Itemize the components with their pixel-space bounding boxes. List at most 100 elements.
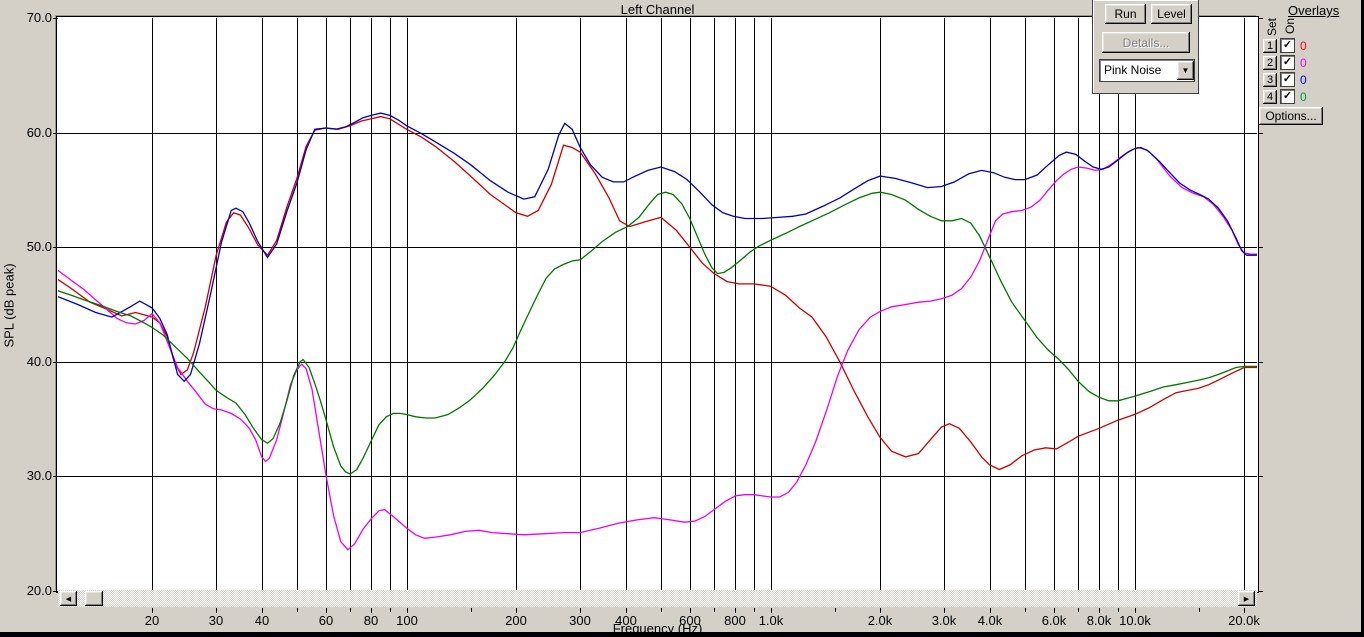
- window-right-border: [1361, 0, 1364, 637]
- x-tick-label: 300: [569, 613, 591, 628]
- curve-set-3: [58, 112, 1257, 383]
- scroll-left-button[interactable]: ◀: [60, 591, 77, 606]
- page-title: Left Channel: [620, 2, 695, 17]
- x-tick-mark: [1199, 608, 1200, 612]
- x-tick-label: 600: [679, 613, 701, 628]
- x-tick-mark: [390, 608, 391, 612]
- y-tick-label: 20.0: [26, 583, 52, 598]
- scroll-left-icon: ◀: [65, 595, 72, 603]
- overlay-set-4-button[interactable]: 4: [1263, 90, 1277, 104]
- x-tick-mark: [690, 608, 691, 613]
- y-tick-label: 50.0: [26, 239, 52, 255]
- overlay-set-1-button[interactable]: 1: [1263, 39, 1277, 53]
- y-tick-mark: [1258, 247, 1263, 249]
- x-tick-label: 20: [144, 613, 160, 628]
- options-button[interactable]: Options...: [1259, 107, 1323, 125]
- y-tick-mark: [1258, 18, 1263, 19]
- y-axis-title: SPL (dB peak): [1, 263, 17, 348]
- scroll-right-icon: ▶: [1243, 595, 1250, 603]
- y-tick-mark: [53, 591, 58, 592]
- x-tick-mark: [371, 608, 372, 613]
- x-tick-mark: [944, 608, 945, 613]
- x-tick-label: 40: [254, 613, 270, 628]
- y-tick-mark: [53, 361, 58, 363]
- x-tick-mark: [1118, 608, 1119, 612]
- details-button[interactable]: Details...: [1102, 32, 1190, 53]
- controls-panel: Run Level Details... Pink Noise ▼: [1093, 0, 1198, 93]
- x-tick-mark: [1025, 608, 1026, 612]
- x-tick-mark: [626, 608, 627, 613]
- x-tick-label: 10.0k: [1119, 613, 1151, 628]
- y-tick-mark: [53, 247, 58, 249]
- y-tick-mark: [1258, 591, 1263, 592]
- x-tick-mark: [661, 608, 662, 612]
- x-tick-mark: [516, 608, 517, 613]
- combo-dropdown-button[interactable]: ▼: [1177, 61, 1194, 80]
- x-tick-label: 100: [396, 613, 418, 628]
- overlay-set-3-button[interactable]: 3: [1263, 73, 1277, 87]
- overlay-4-checkbox[interactable]: ✓: [1281, 90, 1294, 103]
- x-tick-label: 1.0k: [758, 613, 784, 628]
- window-bottom-border: [0, 632, 1364, 637]
- x-tick-mark: [152, 608, 153, 613]
- y-tick-mark: [1258, 132, 1263, 134]
- overlay-1-offset-value: 0: [1300, 39, 1307, 53]
- x-tick-mark: [1054, 608, 1055, 613]
- overlay-2-offset-value: 0: [1300, 56, 1307, 70]
- noise-type-select[interactable]: Pink Noise ▼: [1100, 60, 1194, 81]
- x-tick-mark: [754, 608, 755, 612]
- overlay-set-2-button[interactable]: 2: [1263, 56, 1277, 70]
- spl-frequency-plot: [57, 17, 1258, 592]
- x-tick-mark: [990, 608, 991, 613]
- x-tick-mark: [835, 608, 836, 612]
- x-tick-mark: [1078, 608, 1079, 612]
- overlay-1-checkbox[interactable]: ✓: [1281, 39, 1294, 52]
- curve-set-1: [58, 115, 1257, 471]
- x-tick-mark: [326, 608, 327, 613]
- x-tick-mark: [880, 608, 881, 613]
- frequency-scrollbar[interactable]: ◀ ▶: [58, 590, 1257, 607]
- x-tick-mark: [350, 608, 351, 612]
- x-tick-mark: [1244, 608, 1245, 613]
- overlay-2-checkbox[interactable]: ✓: [1281, 56, 1294, 69]
- chevron-down-icon: ▼: [1181, 66, 1190, 75]
- y-tick-mark: [1258, 361, 1263, 363]
- scroll-right-button[interactable]: ▶: [1238, 591, 1255, 606]
- curve-set-2: [58, 146, 1257, 551]
- x-tick-label: 80: [363, 613, 379, 628]
- x-tick-mark: [407, 608, 408, 613]
- x-tick-label: 400: [615, 613, 637, 628]
- x-tick-label: 200: [505, 613, 527, 628]
- x-tick-mark: [580, 608, 581, 613]
- overlays-panel: Overlays Set On 1 ✓ 0 2 ✓ 0 3 ✓ 0 4 ✓ 0 …: [1258, 0, 1361, 637]
- plot-canvas: [58, 18, 1257, 591]
- y-tick-mark: [53, 18, 58, 19]
- x-tick-label: 60: [318, 613, 334, 628]
- x-tick-label: 800: [724, 613, 746, 628]
- run-button[interactable]: Run: [1105, 4, 1146, 24]
- y-tick-label: 60.0: [26, 124, 52, 140]
- y-tick-mark: [53, 132, 58, 134]
- x-tick-mark: [297, 608, 298, 612]
- y-tick-mark: [1258, 476, 1263, 478]
- y-tick-label: 40.0: [26, 353, 52, 369]
- x-tick-mark: [1099, 608, 1100, 613]
- x-tick-label: 30: [208, 613, 224, 628]
- overlays-title: Overlays: [1288, 3, 1340, 18]
- x-tick-mark: [216, 608, 217, 613]
- x-tick-mark: [1135, 608, 1136, 613]
- y-tick-label: 70.0: [26, 10, 52, 25]
- x-tick-mark: [771, 608, 772, 613]
- scrollbar-thumb[interactable]: [85, 591, 103, 606]
- y-tick-mark: [53, 476, 58, 478]
- x-tick-mark: [735, 608, 736, 613]
- x-tick-label: 8.0k: [1086, 613, 1112, 628]
- x-tick-label: 2.0k: [867, 613, 893, 628]
- level-button[interactable]: Level: [1151, 4, 1192, 24]
- curve-set-4: [58, 191, 1257, 475]
- overlay-3-checkbox[interactable]: ✓: [1281, 73, 1294, 86]
- x-tick-label: 3.0k: [931, 613, 957, 628]
- noise-type-value: Pink Noise: [1104, 63, 1162, 77]
- x-tick-label: 4.0k: [977, 613, 1003, 628]
